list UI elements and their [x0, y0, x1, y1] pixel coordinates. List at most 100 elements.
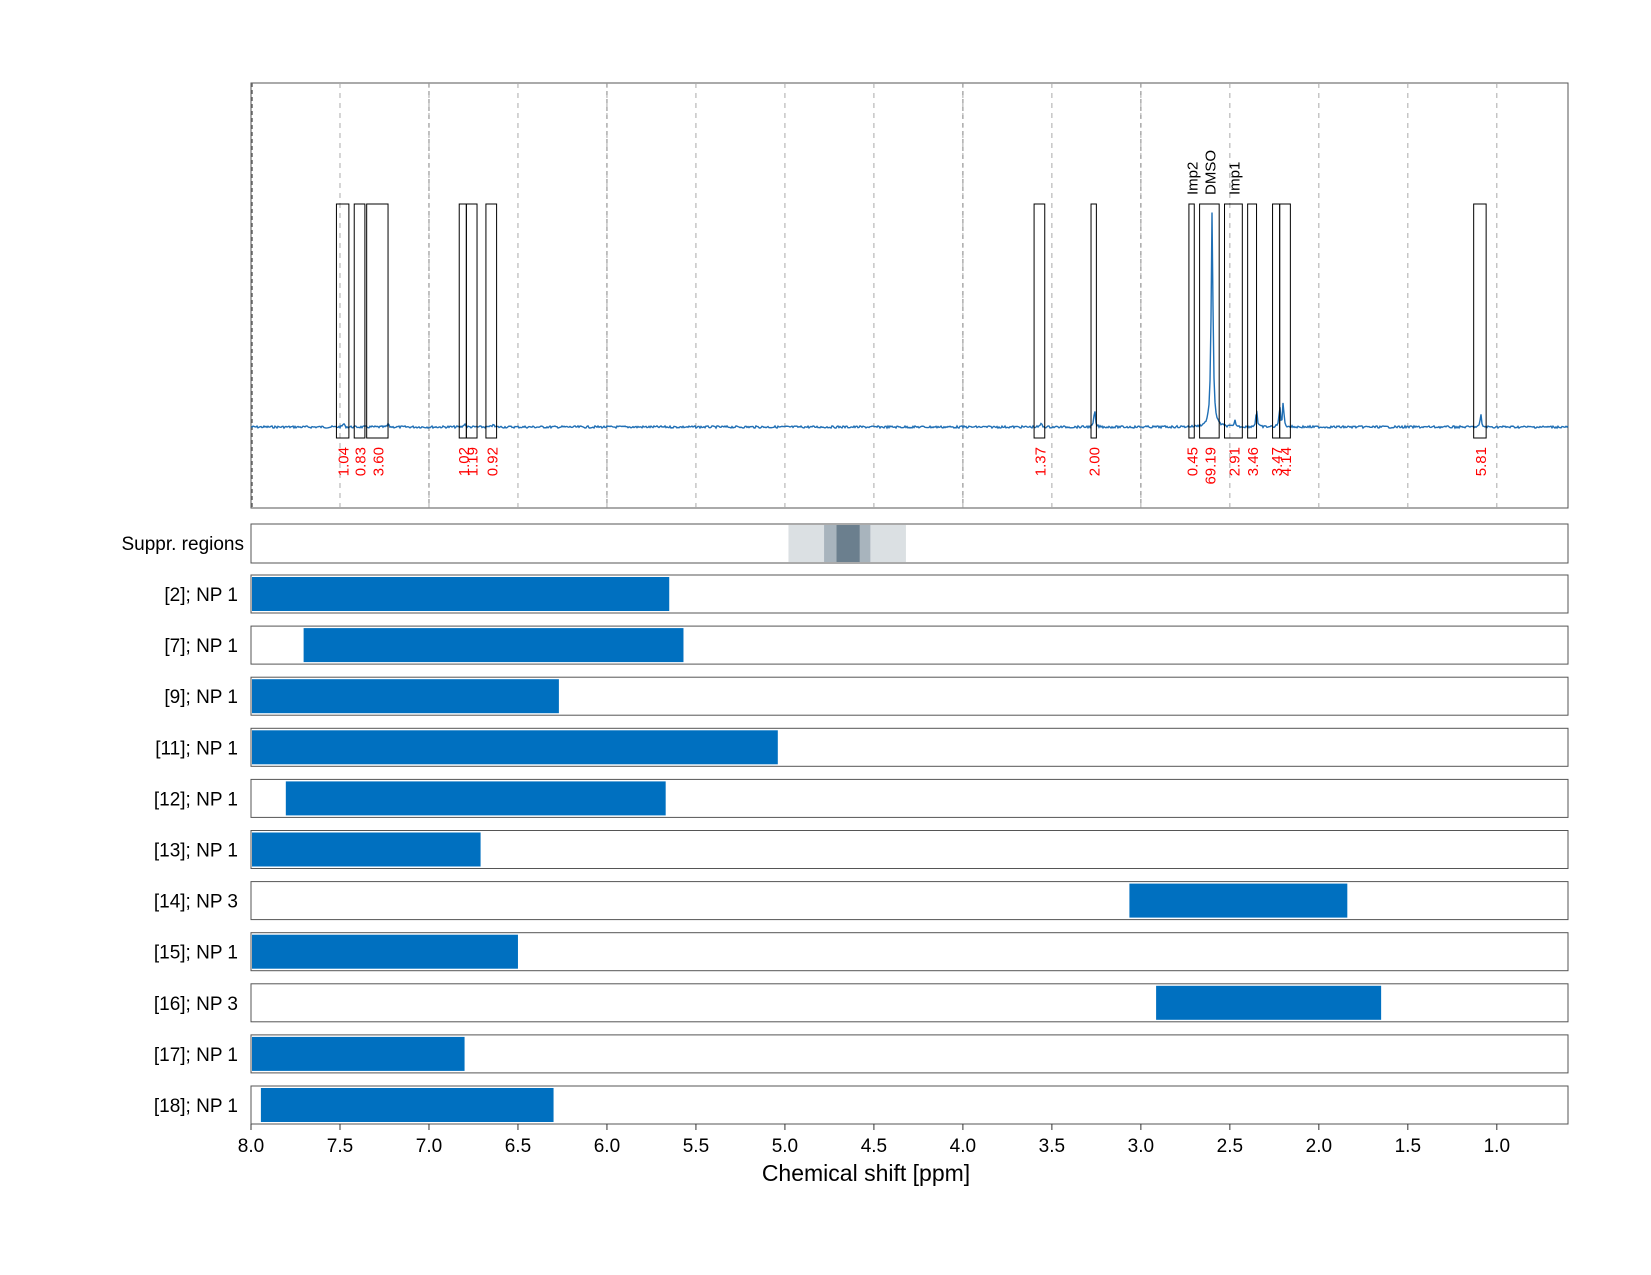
- x-tick-label: 1.0: [1484, 1136, 1510, 1157]
- x-tick-label: 8.0: [238, 1136, 264, 1157]
- region-name: Imp2: [1185, 162, 1202, 195]
- spectrum-trace: [250, 212, 1569, 430]
- track-bar: [252, 1036, 465, 1071]
- track-bar: [252, 832, 481, 867]
- track-bar: [252, 730, 778, 765]
- track-label: [16]; NP 3: [154, 994, 238, 1015]
- x-tick-label: 7.5: [327, 1136, 353, 1157]
- integration-box: [1279, 203, 1291, 439]
- suppression-label: Suppr. regions: [121, 534, 244, 555]
- integral-value: 0.83: [353, 447, 370, 476]
- integration-region: 69.19 DMSO: [1199, 150, 1220, 485]
- tracks-panel: [2]; NP 1 [7]; NP 1 [9]; NP 1 [11]; NP 1 [12…: [154, 574, 1569, 1125]
- integration-region: 5.81: [1473, 203, 1490, 476]
- integral-value: 1.02: [456, 447, 473, 476]
- track-row: [16]; NP 3: [154, 983, 1569, 1023]
- integration-box: [1033, 203, 1046, 439]
- track-bar: [1156, 985, 1382, 1020]
- integration-region: 0.45 Imp2: [1185, 162, 1202, 477]
- track-row: [9]; NP 1: [164, 676, 1569, 716]
- integration-box: [353, 203, 366, 439]
- x-tick-label: 5.0: [772, 1136, 798, 1157]
- x-tick-label: 1.5: [1395, 1136, 1421, 1157]
- track-label: [18]; NP 1: [154, 1096, 238, 1117]
- integral-value: 1.37: [1032, 447, 1049, 476]
- track-label: [9]; NP 1: [164, 687, 238, 708]
- integration-region: 1.37: [1032, 203, 1049, 476]
- integration-box: [1247, 203, 1258, 439]
- integral-value: 0.45: [1185, 447, 1202, 476]
- integration-region: 0.92: [484, 203, 501, 476]
- integral-value: 3.46: [1245, 447, 1262, 476]
- track-label: [7]; NP 1: [164, 636, 238, 657]
- integration-box: [1224, 203, 1243, 439]
- track-bar: [303, 628, 684, 663]
- track-bar: [252, 934, 518, 969]
- integral-value: 69.19: [1202, 447, 1219, 485]
- integral-value: 1.04: [336, 447, 353, 476]
- x-tick-label: 4.0: [950, 1136, 976, 1157]
- integral-value: 4.14: [1278, 447, 1295, 476]
- track-bar: [1129, 883, 1348, 918]
- integral-value: 1.19: [465, 447, 482, 476]
- x-axis-label: Chemical shift [ppm]: [762, 1160, 970, 1186]
- integration-box: [335, 203, 350, 439]
- track-label: [12]; NP 1: [154, 789, 238, 810]
- integration-region: 1.04: [335, 203, 353, 476]
- suppression-band: [836, 525, 860, 562]
- x-tick-label: 2.0: [1306, 1136, 1332, 1157]
- region-name: DMSO: [1202, 150, 1219, 195]
- integration-box: [1188, 203, 1195, 439]
- integration-box: [465, 203, 478, 439]
- track-row: [18]; NP 1: [154, 1085, 1569, 1125]
- spectrum-panel: 1.04 0.83 3.60 1.021.19 0.92 1.37 2.00 0.45 Imp2…: [250, 82, 1569, 509]
- integration-box: [366, 203, 389, 439]
- track-label: [14]; NP 3: [154, 892, 238, 913]
- track-row: [12]; NP 1: [154, 778, 1569, 818]
- track-label: [15]; NP 1: [154, 943, 238, 964]
- track-bar: [252, 577, 670, 611]
- track-label: [2]; NP 1: [164, 585, 238, 606]
- track-row: [14]; NP 3: [154, 881, 1569, 921]
- track-row: [2]; NP 1: [164, 574, 1569, 614]
- track-frame: [250, 1034, 1569, 1074]
- integral-value: 2.00: [1087, 447, 1104, 476]
- integration-box: [1199, 203, 1220, 439]
- track-bar: [260, 1088, 554, 1122]
- integration-box: [485, 203, 498, 439]
- track-row: [13]; NP 1: [154, 830, 1569, 869]
- track-frame: [250, 881, 1569, 921]
- spectrum-frame: [250, 82, 1569, 509]
- x-tick-label: 6.0: [594, 1136, 620, 1157]
- integration-region: 2.00: [1087, 203, 1104, 476]
- track-label: [17]; NP 1: [154, 1045, 238, 1066]
- integration-region: 3.60: [366, 203, 389, 476]
- integral-value: 0.92: [484, 447, 501, 476]
- x-axis: 8.0 7.5 7.0 6.5 6.0 5.5 5.0 4.5 4.0 3.5 3.0 2.5 2.0 1…: [238, 1123, 1568, 1157]
- x-tick-label: 4.5: [861, 1136, 887, 1157]
- track-label: [13]; NP 1: [154, 841, 238, 862]
- suppression-panel: Suppr. regions: [121, 523, 1569, 564]
- region-name: Imp1: [1226, 162, 1243, 195]
- track-bar: [285, 781, 666, 816]
- x-tick-label: 7.0: [416, 1136, 442, 1157]
- integral-value: 3.47: [1269, 447, 1286, 476]
- integration-region: 2.91 Imp1: [1224, 162, 1243, 476]
- integration-region: 0.83: [353, 203, 370, 476]
- integral-value: 5.81: [1473, 447, 1490, 476]
- track-label: [11]; NP 1: [155, 738, 238, 759]
- integration-box: [1090, 203, 1097, 439]
- integration-region: 4.14: [1278, 203, 1295, 476]
- integration-region: 1.19: [465, 203, 482, 476]
- track-row: [17]; NP 1: [154, 1034, 1569, 1074]
- integration-box: [1473, 203, 1487, 439]
- x-tick-label: 3.5: [1039, 1136, 1065, 1157]
- track-row: [7]; NP 1: [164, 625, 1569, 665]
- x-tick-label: 5.5: [683, 1136, 709, 1157]
- integral-value: 2.91: [1226, 447, 1243, 476]
- track-row: [15]; NP 1: [154, 932, 1569, 972]
- suppression-frame: [250, 523, 1569, 564]
- integration-region: 3.46: [1245, 203, 1262, 476]
- x-tick-label: 2.5: [1217, 1136, 1243, 1157]
